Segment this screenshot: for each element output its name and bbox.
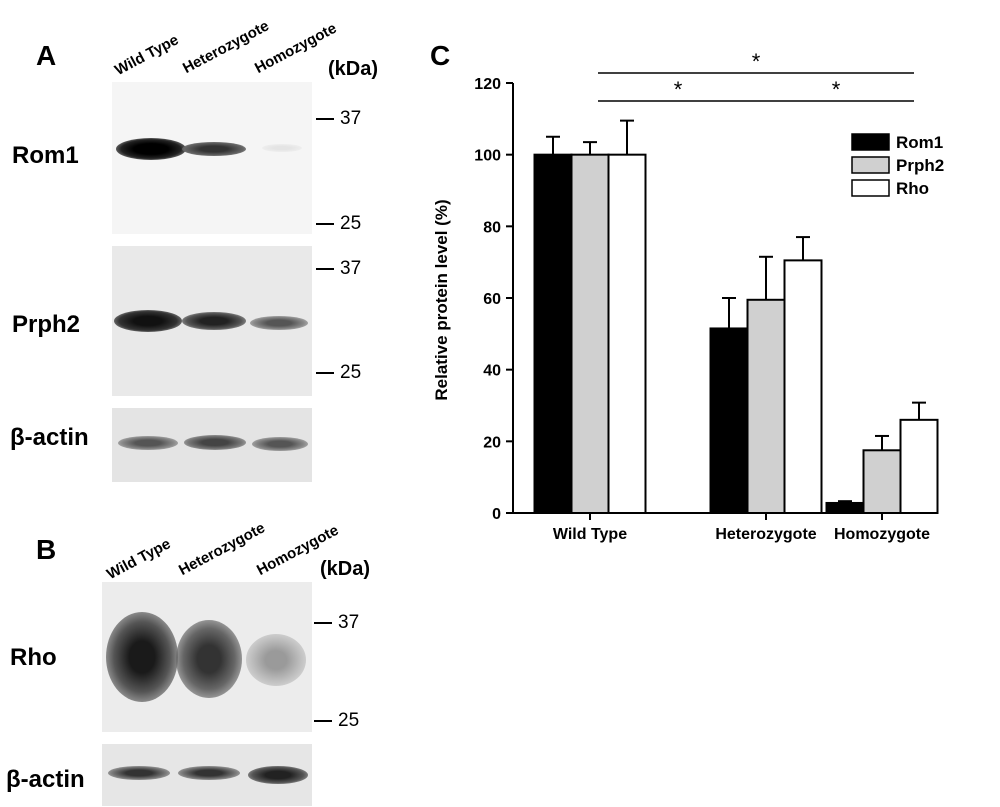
rho-marker-25-tick [314, 720, 332, 722]
rom1-label: Rom1 [12, 142, 79, 169]
actin-b-label: β-actin [6, 766, 85, 793]
actin-b-band-homozygote [248, 766, 308, 784]
y-tick-label: 20 [483, 434, 501, 451]
y-axis-label: Relative protein level (%) [432, 199, 451, 400]
bar [533, 153, 573, 515]
rom1-blot [112, 82, 312, 234]
prph2-marker-37-tick [316, 268, 334, 270]
rho-band-heterozygote [176, 620, 242, 698]
y-tick-label: 120 [474, 76, 501, 93]
bar [570, 153, 610, 515]
rho-band-wildtype [106, 612, 178, 702]
y-tick-label: 100 [474, 148, 501, 165]
panel-a-kda-label: (kDa) [328, 58, 379, 80]
rom1-band-wildtype [116, 138, 186, 160]
bar [825, 501, 865, 515]
significance-star: * [832, 77, 841, 102]
prph2-marker-37: 37 [340, 258, 362, 279]
actin-b-blot [102, 744, 312, 806]
y-tick-label: 0 [492, 506, 501, 523]
rho-marker-25: 25 [338, 710, 360, 731]
rho-label: Rho [10, 644, 57, 671]
y-tick-label: 40 [483, 363, 501, 380]
significance-star: * [674, 77, 683, 102]
rom1-marker-37: 37 [340, 108, 362, 129]
rom1-band-homozygote [262, 144, 302, 152]
rom1-marker-37-tick [316, 118, 334, 120]
legend-label: Prph2 [896, 156, 944, 175]
legend-label: Rho [896, 179, 929, 198]
rho-marker-37: 37 [338, 612, 360, 633]
bar [746, 298, 786, 514]
actin-a-band-homozygote [252, 437, 308, 451]
significance-brackets: * * * [598, 49, 914, 102]
legend-label: Rom1 [896, 133, 943, 152]
actin-a-band-heterozygote [184, 435, 246, 450]
rho-marker-37-tick [314, 622, 332, 624]
significance-star: * [752, 49, 761, 74]
panel-a-letter: A [36, 40, 57, 71]
rom1-band-heterozygote [182, 142, 246, 156]
actin-a-label: β-actin [10, 424, 89, 451]
prph2-marker-25-tick [316, 372, 334, 374]
legend-swatch [851, 133, 890, 151]
rho-band-homozygote [246, 634, 306, 686]
prph2-band-heterozygote [182, 312, 246, 330]
y-tick-label: 80 [483, 219, 501, 236]
actin-b-band-wildtype [108, 766, 170, 780]
bar [862, 449, 902, 514]
panel-c-letter: C [430, 40, 451, 71]
x-tick-label: Homozygote [834, 526, 930, 543]
bar [783, 259, 823, 514]
chart-bars [533, 119, 939, 515]
bar [709, 327, 749, 515]
panel-b-letter: B [36, 534, 57, 565]
legend-swatch [851, 156, 890, 174]
prph2-band-homozygote [250, 316, 308, 330]
prph2-blot [112, 246, 312, 396]
y-tick-label: 60 [483, 291, 501, 308]
panel-b-kda-label: (kDa) [320, 558, 371, 580]
rom1-marker-25: 25 [340, 213, 362, 234]
actin-a-blot [112, 408, 312, 482]
x-tick-label: Heterozygote [715, 526, 816, 543]
rho-blot [102, 582, 312, 732]
bar [899, 418, 939, 515]
x-tick-label: Wild Type [553, 526, 627, 543]
prph2-label: Prph2 [12, 311, 81, 338]
bar [607, 153, 647, 515]
rom1-marker-25-tick [316, 223, 334, 225]
actin-b-band-heterozygote [178, 766, 240, 780]
chart-legend: Rom1 Prph2 Rho [851, 133, 944, 198]
prph2-marker-25: 25 [340, 362, 362, 383]
actin-a-band-wildtype [118, 436, 178, 450]
legend-swatch [851, 179, 890, 197]
prph2-band-wildtype [114, 310, 182, 332]
